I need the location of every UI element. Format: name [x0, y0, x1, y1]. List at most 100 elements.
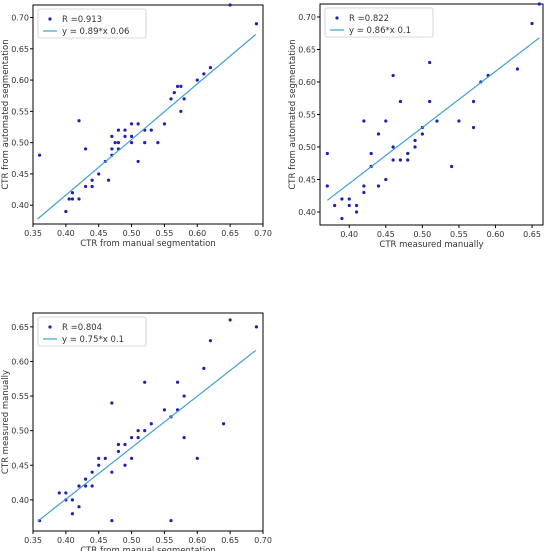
data-point [77, 119, 81, 123]
data-point [428, 60, 432, 65]
legend-point-swatch [335, 16, 339, 20]
data-point [450, 164, 454, 169]
data-point [347, 197, 351, 201]
data-point [175, 84, 180, 88]
data-point [116, 128, 121, 132]
data-point [70, 498, 75, 502]
data-point [90, 178, 94, 182]
x-tick-label: 0.45 [90, 229, 108, 238]
fit-line [37, 349, 257, 522]
y-tick-label: 0.65 [11, 323, 29, 332]
data-point [169, 97, 173, 101]
data-point [362, 184, 366, 188]
x-axis-label: CTR from manual segmentation [80, 546, 216, 551]
legend-box [37, 8, 147, 39]
data-point [129, 435, 134, 440]
x-tick-label: 0.40 [57, 536, 75, 545]
data-point [228, 3, 232, 7]
data-point [340, 216, 344, 221]
data-point [221, 422, 226, 426]
data-point [195, 456, 199, 460]
x-tick-label: 0.40 [57, 229, 75, 238]
data-point [398, 99, 403, 104]
data-point [143, 380, 147, 384]
y-tick-label: 0.40 [11, 496, 29, 505]
data-point [129, 141, 134, 145]
data-point [362, 190, 366, 195]
legend-point-swatch [48, 325, 52, 329]
data-point [182, 394, 186, 398]
data-point [228, 318, 232, 322]
data-point [347, 203, 351, 208]
data-point [376, 184, 381, 188]
data-point [110, 470, 114, 474]
x-tick-label: 0.60 [188, 229, 206, 238]
data-point [376, 132, 381, 136]
data-point [384, 119, 388, 123]
data-point [110, 401, 114, 405]
legend-label: R =0.804 [62, 323, 102, 333]
x-tick-label: 0.70 [254, 536, 272, 545]
x-tick-label: 0.50 [413, 230, 431, 239]
x-tick-label: 0.65 [523, 230, 541, 239]
data-point [110, 519, 114, 523]
x-tick-label: 0.40 [340, 230, 358, 239]
legend-label: R =0.822 [349, 14, 389, 24]
legend-label: R =0.913 [62, 15, 102, 25]
data-point [391, 158, 395, 162]
y-tick-label: 0.70 [298, 13, 316, 22]
y-tick-label: 0.60 [298, 78, 316, 87]
data-point [77, 197, 81, 201]
y-tick-label: 0.65 [11, 45, 29, 54]
data-point [64, 209, 68, 214]
data-point [37, 153, 42, 157]
data-point [123, 128, 127, 132]
data-point [182, 97, 186, 101]
data-point [254, 325, 259, 329]
data-point [172, 91, 176, 95]
data-point [179, 84, 183, 88]
data-point [97, 463, 101, 467]
fit-line [37, 33, 257, 220]
data-point [406, 158, 410, 162]
data-point [123, 442, 127, 447]
data-point [325, 151, 329, 156]
data-point [175, 380, 180, 384]
data-point [435, 119, 439, 123]
data-point [471, 99, 476, 104]
data-point [70, 512, 75, 516]
data-point [143, 429, 147, 433]
x-tick-label: 0.70 [254, 229, 272, 238]
data-point [136, 429, 140, 433]
x-tick-label: 0.60 [188, 536, 206, 545]
data-point [97, 456, 101, 460]
y-tick-label: 0.70 [11, 14, 29, 23]
data-point [106, 178, 111, 182]
legend-label: y = 0.75*x 0.1 [62, 335, 124, 345]
data-point [123, 134, 127, 138]
data-point [116, 141, 121, 145]
x-tick-label: 0.65 [221, 536, 239, 545]
data-point [182, 435, 186, 440]
legend-label: y = 0.89*x 0.06 [62, 27, 129, 37]
data-point [143, 141, 147, 145]
data-point [90, 184, 94, 189]
legend-label: y = 0.86*x 0.1 [349, 26, 411, 36]
y-axis-label: CTR measured manually [1, 370, 11, 474]
y-tick-label: 0.60 [11, 76, 29, 85]
data-point [384, 177, 388, 182]
data-point [97, 172, 101, 176]
data-point [162, 408, 167, 412]
y-axis-label: CTR from automated segmentation [1, 39, 11, 189]
data-point [202, 72, 206, 76]
y-tick-label: 0.45 [11, 170, 29, 179]
data-point [162, 122, 167, 126]
data-point [67, 197, 71, 201]
legend-box [324, 7, 434, 38]
x-tick-label: 0.50 [123, 229, 141, 238]
data-point [136, 122, 140, 126]
data-point [254, 22, 259, 26]
data-point [136, 435, 140, 440]
x-tick-label: 0.45 [90, 536, 108, 545]
